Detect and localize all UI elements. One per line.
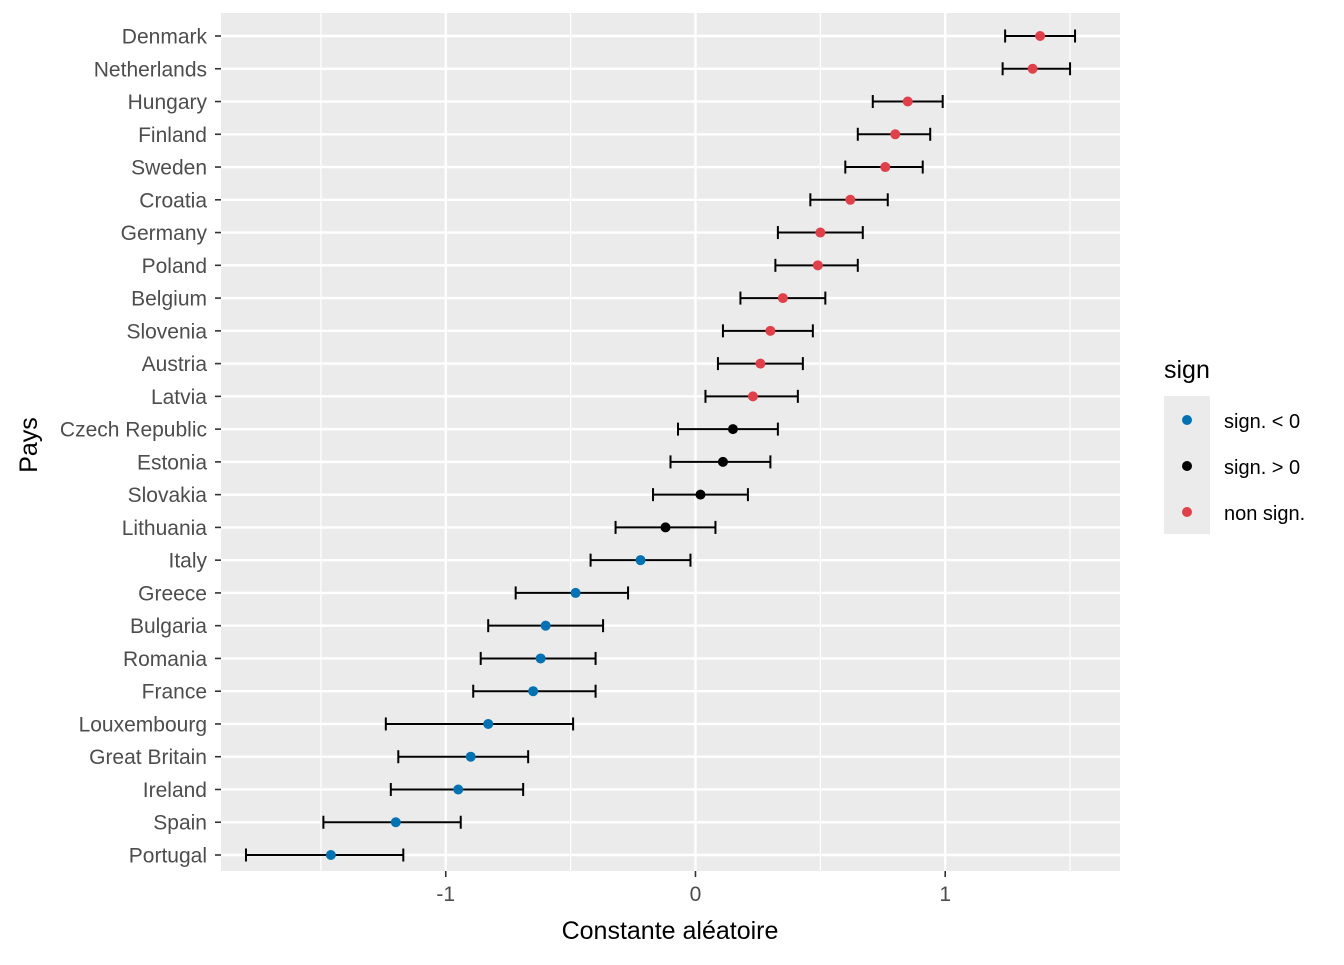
y-tick-label: Germany (121, 222, 208, 245)
y-tick-label: Greece (138, 582, 207, 605)
y-tick-label: Austria (142, 353, 208, 376)
y-tick-label: Slovenia (126, 320, 207, 343)
point-group (514, 586, 630, 600)
data-point (540, 620, 551, 631)
data-point (755, 358, 766, 369)
point-group (809, 193, 889, 207)
point-group (856, 127, 932, 141)
y-tick-label: Sweden (131, 157, 207, 180)
legend-label: sign. < 0 (1224, 411, 1300, 433)
legend-entries: sign. < 0 sign. > 0 non sign. (1182, 411, 1305, 525)
y-tick-label: Bulgaria (130, 615, 207, 638)
data-point (465, 751, 476, 762)
point-group (614, 520, 717, 534)
data-point (695, 489, 706, 500)
plot-panel (221, 13, 1120, 871)
data-point (880, 162, 891, 173)
point-group (384, 717, 575, 731)
data-point (528, 686, 539, 697)
data-point (812, 260, 823, 271)
point-group (397, 750, 530, 764)
x-tick-label: -1 (436, 883, 455, 906)
point-group (589, 553, 692, 567)
legend-title: sign (1164, 356, 1210, 384)
data-marks (244, 29, 1077, 862)
legend-key-dot (1182, 415, 1192, 425)
data-point (747, 391, 758, 402)
data-point (483, 718, 494, 729)
axes: Denmark Netherlands Hungary Finland Sweden Cr… (60, 26, 951, 907)
point-group (322, 815, 462, 829)
data-point (777, 293, 788, 304)
data-point (902, 96, 913, 107)
y-tick-label: Poland (142, 255, 207, 278)
y-tick-label: Czech Republic (60, 419, 207, 442)
point-group (479, 651, 597, 665)
data-point (815, 227, 826, 238)
data-point (635, 555, 646, 566)
point-group (472, 684, 597, 698)
data-point (535, 653, 546, 664)
point-group (244, 848, 405, 862)
point-group (844, 160, 924, 174)
data-point (390, 817, 401, 828)
y-axis-title: Pays (15, 417, 43, 473)
point-group (871, 95, 944, 109)
data-point (845, 194, 856, 205)
point-group (676, 422, 779, 436)
point-group (774, 258, 859, 272)
y-tick-label: Estonia (137, 451, 207, 474)
point-group (776, 226, 864, 240)
y-tick-label: Ireland (143, 779, 207, 802)
y-tick-label: Latvia (151, 386, 207, 409)
point-group (389, 782, 525, 796)
legend: sign sign. < 0 sign. > 0 non sign. (1164, 356, 1305, 534)
y-tick-label: Slovakia (128, 484, 208, 507)
y-tick-label: Portugal (129, 845, 207, 868)
y-tick-label: Denmark (122, 26, 208, 49)
legend-label: non sign. (1224, 503, 1305, 525)
legend-key-dot (1182, 507, 1192, 517)
point-group (739, 291, 827, 305)
point-group (1004, 29, 1077, 43)
y-tick-label: Lithuania (122, 517, 208, 540)
point-group (704, 389, 799, 403)
y-tick-label: Italy (168, 550, 207, 573)
data-point (765, 325, 776, 336)
y-tick-label: France (142, 681, 207, 704)
point-group (487, 619, 605, 633)
data-point (727, 424, 738, 435)
y-tick-label: Romania (123, 648, 207, 671)
x-tick-label: 0 (690, 883, 702, 906)
data-point (325, 850, 336, 860)
data-point (660, 522, 671, 533)
y-tick-label: Finland (138, 124, 207, 147)
y-tick-label: Hungary (128, 91, 208, 114)
grid-lines (221, 13, 1120, 871)
point-group (1001, 62, 1072, 76)
legend-label: sign. > 0 (1224, 457, 1300, 479)
point-group (669, 455, 772, 469)
data-point (717, 456, 728, 467)
y-tick-label: Great Britain (89, 746, 207, 769)
x-tick-label: 1 (939, 883, 951, 906)
y-tick-label: Louxembourg (79, 713, 207, 736)
y-tick-label: Spain (153, 812, 207, 835)
legend-key-dot (1182, 461, 1192, 471)
data-point (1035, 31, 1046, 41)
y-tick-label: Croatia (139, 189, 207, 212)
point-group (721, 324, 814, 338)
x-axis-title: Constante aléatoire (562, 917, 779, 945)
data-point (1027, 63, 1038, 74)
data-point (453, 784, 464, 795)
point-group (652, 488, 749, 502)
y-tick-label: Belgium (131, 288, 207, 311)
data-point (890, 129, 901, 140)
point-group (716, 357, 804, 371)
data-point (570, 587, 581, 598)
y-tick-label: Netherlands (94, 58, 207, 81)
